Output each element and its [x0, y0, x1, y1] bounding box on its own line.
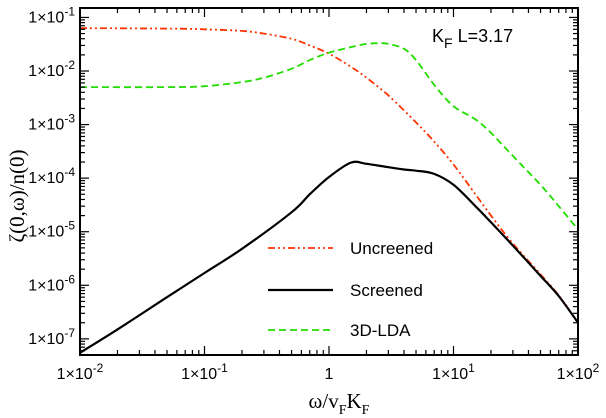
plot-frame — [79, 7, 579, 356]
x-tick-label: 1×10-2 — [57, 361, 104, 383]
y-tick-label: 1×10-1 — [28, 4, 75, 26]
axis-tick-labels: 1×10-2 1×10-1 1 1×101 1×102 1×10-7 1×10-6 1×10-… — [28, 4, 599, 383]
y-tick-label: 1×10-3 — [28, 112, 75, 134]
x-axis-title-sub1: F — [339, 403, 347, 418]
x-axis-title-main: ω/v — [309, 389, 340, 413]
series-line-2 — [80, 42, 578, 231]
x-tick-label: 1×10-1 — [181, 361, 228, 383]
legend-label-0: Uncreened — [350, 239, 433, 258]
legend-label-2: 3D-LDA — [350, 321, 411, 340]
plot-curves — [80, 27, 578, 354]
x-tick-label: 1 — [325, 366, 334, 383]
legend-label-1: Screened — [350, 281, 423, 300]
y-tick-label: 1×10-4 — [28, 165, 75, 187]
x-axis-title-sub2: F — [362, 403, 370, 418]
y-tick-label: 1×10-7 — [28, 326, 75, 348]
axis-ticks — [79, 8, 579, 356]
y-axis-title: ζ(0,ω)/n(0) — [5, 149, 29, 242]
x-tick-label: 1×102 — [557, 361, 600, 383]
annotation-subscript: F — [444, 35, 453, 51]
y-tick-label: 1×10-2 — [28, 58, 75, 80]
x-tick-label: 1×101 — [432, 361, 475, 383]
annotation-rest: L=3.17 — [453, 26, 514, 46]
legend: Uncreened Screened 3D-LDA — [268, 239, 433, 340]
parameter-annotation: KF L=3.17 — [432, 26, 513, 51]
series-line-1 — [80, 160, 578, 354]
series-line-0 — [80, 27, 578, 324]
annotation-main: K — [432, 26, 444, 46]
x-axis-title: ω/vFKF — [309, 389, 370, 418]
y-tick-label: 1×10-6 — [28, 272, 75, 294]
x-axis-title-mid: K — [347, 389, 362, 413]
y-tick-label: 1×10-5 — [28, 219, 75, 241]
